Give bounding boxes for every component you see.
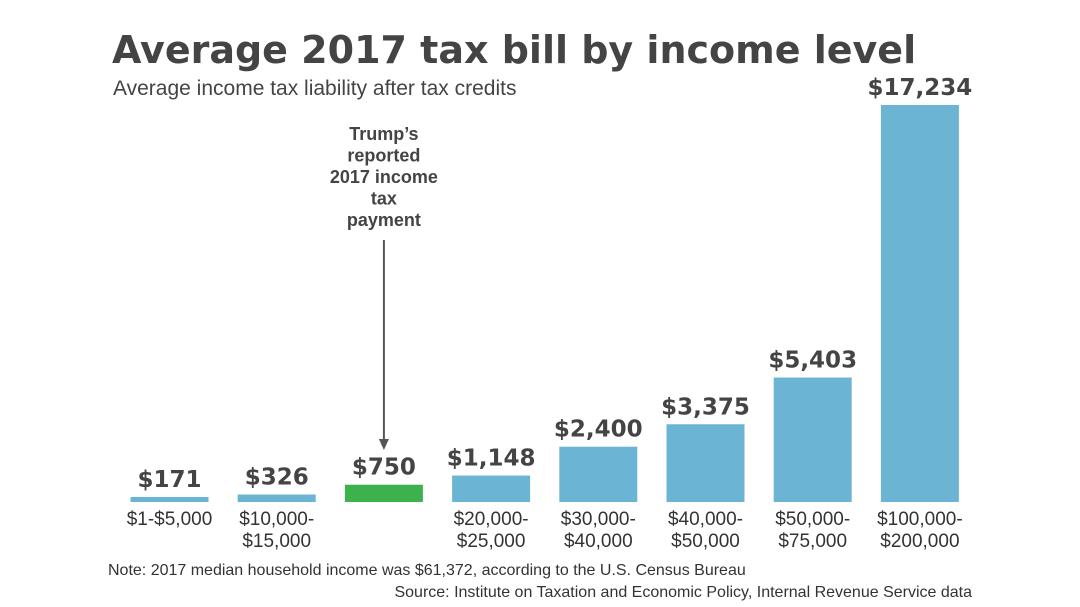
category-label-7-1: $200,000: [880, 531, 959, 552]
annotation-arrow-head: [378, 439, 389, 450]
bar-1: [237, 494, 316, 502]
category-label-3-0: $20,000-: [454, 509, 529, 530]
value-label-7: $17,234: [868, 75, 973, 101]
category-label-0-0: $1-$5,000: [127, 509, 213, 530]
value-label-1: $326: [245, 464, 309, 490]
chart-subtitle: Average income tax liability after tax c…: [113, 77, 516, 100]
bar-3: [452, 475, 531, 502]
annotation-line-3: tax: [371, 189, 397, 209]
bar-6: [773, 377, 852, 502]
category-label-7-0: $100,000-: [877, 509, 963, 530]
chart-note: Note: 2017 median household income was $…: [108, 562, 746, 579]
bar-7: [880, 105, 959, 502]
category-label-3-1: $25,000: [457, 531, 526, 552]
category-label-4-0: $30,000-: [561, 509, 636, 530]
bar-2: [344, 484, 423, 502]
bar-0: [130, 497, 209, 502]
annotation-line-0: Trump’s: [349, 124, 418, 144]
category-label-1-0: $10,000-: [239, 509, 314, 530]
bars-group: $171 $1-$5,000 $326 $10,000-$15,000 $750 $1,1…: [127, 75, 973, 552]
annotation-line-1: reported: [347, 146, 420, 166]
value-label-5: $3,375: [661, 394, 750, 420]
value-label-4: $2,400: [554, 417, 643, 443]
bar-5: [666, 424, 745, 502]
category-label-4-1: $40,000: [564, 531, 633, 552]
value-label-3: $1,148: [447, 446, 536, 472]
value-label-6: $5,403: [768, 348, 857, 374]
annotation-line-2: 2017 income: [330, 167, 438, 187]
chart-source: Source: Institute on Taxation and Econom…: [394, 584, 972, 601]
value-label-2: $750: [352, 455, 416, 481]
category-label-6-0: $50,000-: [775, 509, 850, 530]
bar-4: [559, 446, 638, 502]
category-label-5-1: $50,000: [671, 531, 740, 552]
annotation-line-4: payment: [347, 210, 421, 230]
category-label-5-0: $40,000-: [668, 509, 743, 530]
category-label-6-1: $75,000: [778, 531, 847, 552]
chart-title: Average 2017 tax bill by income level: [112, 28, 916, 72]
category-label-1-1: $15,000: [242, 531, 311, 552]
value-label-0: $171: [137, 467, 201, 493]
